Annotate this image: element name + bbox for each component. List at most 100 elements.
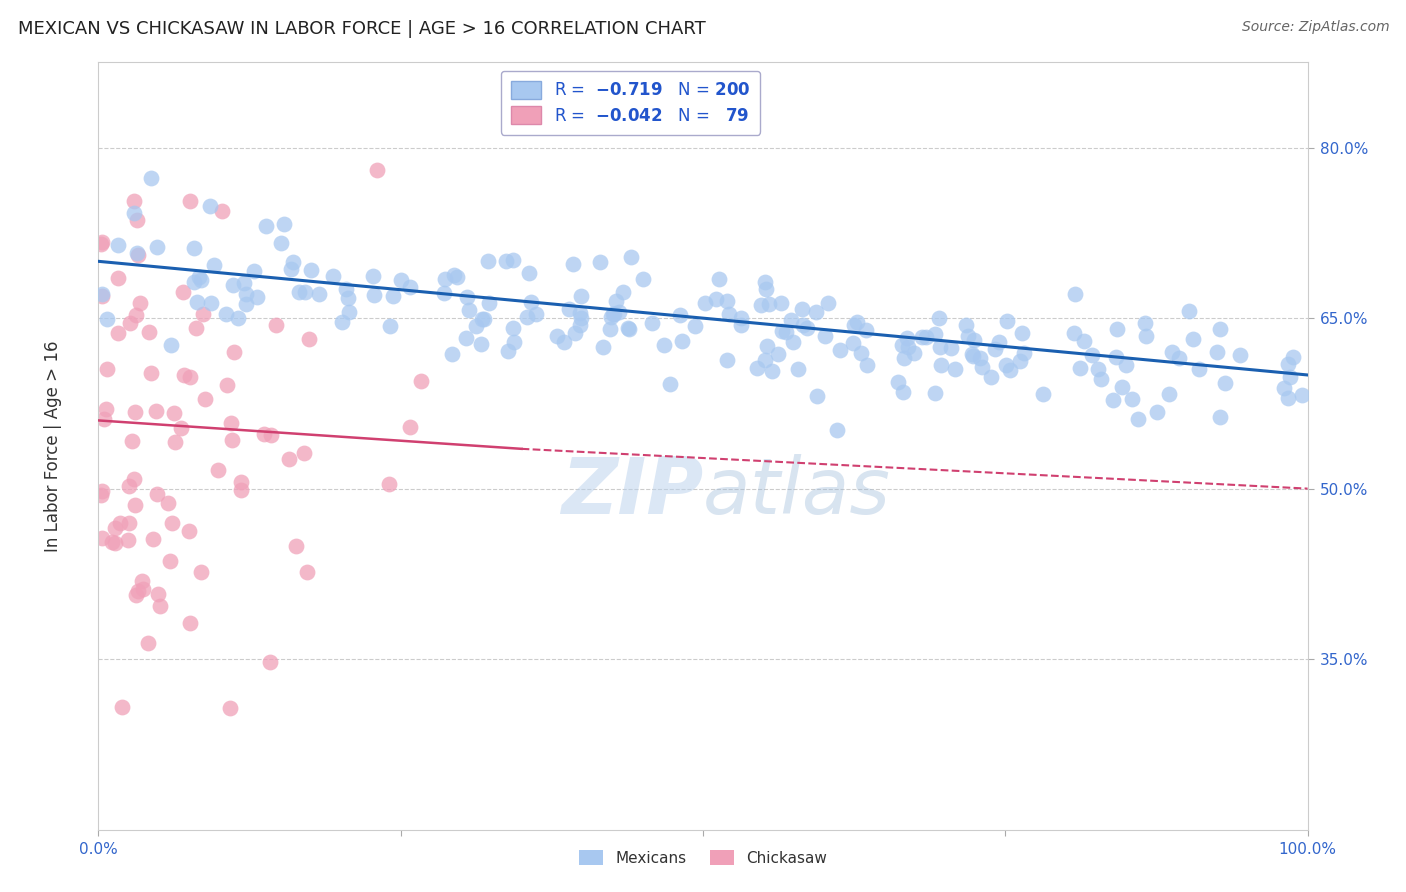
- Point: [754, 275, 776, 289]
- Point: [361, 268, 384, 283]
- Point: [124, 498, 146, 512]
- Point: [288, 285, 311, 300]
- Point: [782, 335, 804, 350]
- Point: [1080, 348, 1102, 362]
- Point: [200, 295, 222, 310]
- Point: [620, 250, 643, 264]
- Point: [90, 488, 112, 502]
- Point: [90, 236, 112, 251]
- Point: [775, 325, 797, 339]
- Point: [139, 367, 162, 381]
- Point: [605, 294, 627, 309]
- Point: [1146, 405, 1168, 419]
- Point: [1126, 412, 1149, 426]
- Point: [561, 257, 583, 271]
- Point: [202, 258, 225, 272]
- Point: [730, 318, 752, 332]
- Point: [716, 353, 738, 368]
- Point: [118, 478, 141, 492]
- Point: [233, 276, 256, 290]
- Point: [1167, 351, 1189, 365]
- Point: [179, 369, 201, 384]
- Point: [891, 385, 914, 400]
- Point: [955, 318, 977, 333]
- Point: [96, 361, 118, 376]
- Point: [669, 308, 692, 322]
- Point: [90, 287, 112, 301]
- Point: [1011, 326, 1033, 340]
- Point: [707, 272, 730, 286]
- Point: [769, 296, 792, 310]
- Point: [190, 273, 212, 287]
- Point: [1087, 362, 1109, 376]
- Point: [1157, 387, 1180, 401]
- Point: [378, 319, 401, 334]
- Point: [433, 285, 456, 300]
- Point: [124, 405, 146, 419]
- Point: [747, 360, 769, 375]
- Point: [589, 254, 612, 268]
- Point: [896, 331, 918, 345]
- Point: [254, 219, 277, 234]
- Point: [142, 532, 165, 546]
- Point: [131, 574, 153, 589]
- Point: [91, 483, 114, 498]
- Point: [156, 496, 179, 510]
- Point: [470, 337, 492, 351]
- Point: [1282, 350, 1305, 364]
- Point: [855, 323, 877, 337]
- Point: [1229, 347, 1251, 361]
- Text: MEXICAN VS CHICKASAW IN LABOR FORCE | AGE > 16 CORRELATION CHART: MEXICAN VS CHICKASAW IN LABOR FORCE | AG…: [18, 20, 706, 37]
- Point: [1010, 354, 1032, 368]
- Point: [564, 326, 586, 340]
- Point: [125, 589, 148, 603]
- Point: [612, 285, 634, 299]
- Point: [546, 328, 568, 343]
- Point: [569, 311, 592, 326]
- Point: [569, 288, 592, 302]
- Point: [472, 312, 495, 326]
- Point: [749, 298, 772, 312]
- Point: [184, 321, 207, 335]
- Point: [1291, 388, 1313, 402]
- Point: [100, 535, 122, 549]
- Point: [929, 358, 952, 372]
- Point: [294, 285, 316, 300]
- Point: [1115, 358, 1137, 372]
- Point: [806, 389, 828, 403]
- Point: [139, 170, 162, 185]
- Point: [851, 346, 873, 360]
- Point: [856, 358, 879, 372]
- Point: [253, 427, 276, 442]
- Point: [211, 203, 233, 218]
- Point: [617, 321, 640, 335]
- Point: [273, 217, 295, 231]
- Point: [787, 362, 810, 376]
- Point: [163, 406, 186, 420]
- Point: [186, 295, 208, 310]
- Point: [502, 334, 524, 349]
- Point: [516, 310, 538, 324]
- Point: [177, 524, 200, 538]
- Point: [90, 289, 112, 303]
- Point: [960, 347, 983, 361]
- Point: [1135, 316, 1157, 330]
- Point: [477, 254, 499, 268]
- Point: [924, 326, 946, 341]
- Point: [108, 516, 131, 531]
- Point: [366, 163, 388, 178]
- Point: [170, 420, 193, 434]
- Point: [804, 305, 827, 319]
- Point: [962, 349, 984, 363]
- Point: [378, 477, 401, 491]
- Point: [330, 315, 353, 329]
- Point: [280, 262, 302, 277]
- Point: [1069, 361, 1091, 376]
- Point: [389, 273, 412, 287]
- Point: [471, 311, 494, 326]
- Point: [243, 264, 266, 278]
- Point: [891, 338, 914, 352]
- Point: [796, 321, 818, 335]
- Point: [260, 428, 283, 442]
- Point: [617, 322, 640, 336]
